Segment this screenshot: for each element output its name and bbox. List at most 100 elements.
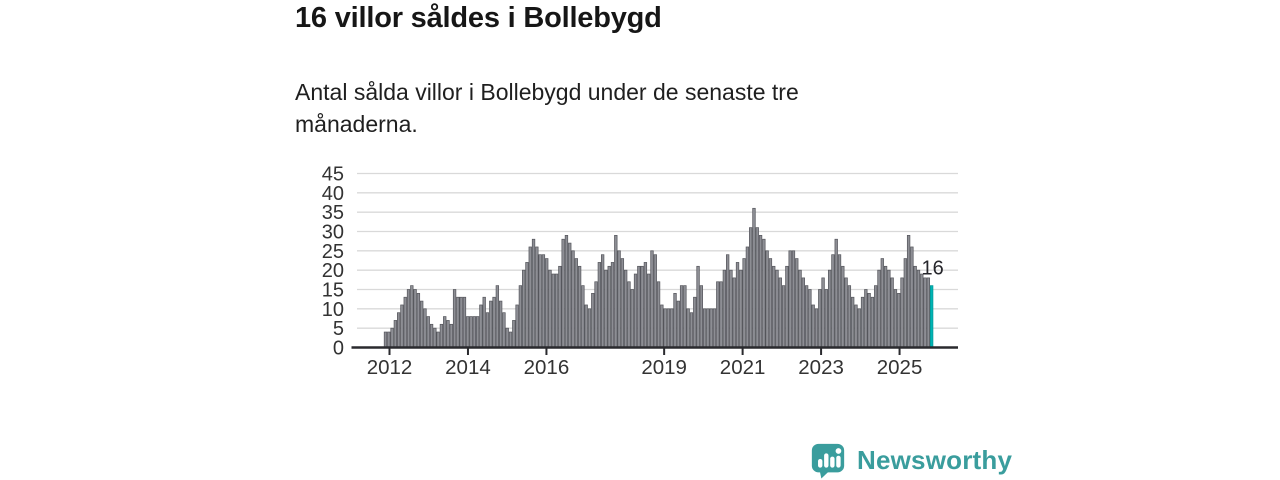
- bar: [693, 296, 697, 348]
- bar: [663, 308, 667, 348]
- bar: [923, 277, 927, 348]
- bar: [568, 242, 572, 348]
- bar: [571, 250, 575, 348]
- y-axis-label: 30: [322, 221, 344, 243]
- bar: [423, 308, 427, 348]
- bar: [627, 281, 631, 348]
- bar: [469, 316, 473, 348]
- bar: [686, 308, 690, 348]
- bar: [597, 262, 601, 348]
- bar: [772, 265, 776, 348]
- logo-bars: [818, 448, 842, 468]
- bar: [558, 265, 562, 348]
- bar: [614, 235, 618, 348]
- bar: [647, 273, 651, 348]
- bar: [564, 235, 569, 348]
- bar: [847, 285, 852, 348]
- y-axis-label: 45: [322, 163, 344, 185]
- bar: [745, 246, 750, 348]
- bar: [758, 235, 763, 348]
- bar: [551, 273, 555, 348]
- bar: [584, 304, 588, 348]
- x-axis-label: 2014: [445, 356, 491, 379]
- bar: [633, 273, 638, 348]
- bar: [874, 285, 878, 348]
- bar: [841, 265, 845, 348]
- bar: [676, 300, 680, 348]
- bar: [818, 289, 822, 348]
- bar: [624, 269, 628, 348]
- bar: [893, 289, 898, 348]
- bar: [811, 304, 815, 348]
- bar: [522, 269, 526, 348]
- y-axis-label: 40: [322, 183, 344, 205]
- bar: [462, 296, 467, 348]
- bar: [403, 296, 407, 348]
- bar: [528, 246, 532, 348]
- bar: [433, 327, 437, 348]
- bar: [640, 265, 644, 348]
- bar: [867, 293, 871, 348]
- bar: [436, 331, 440, 348]
- bar: [604, 269, 608, 348]
- bar: [620, 258, 625, 348]
- y-axis-label: 5: [333, 318, 344, 340]
- bar: [617, 250, 621, 348]
- bar: [679, 285, 684, 348]
- bar: [913, 265, 917, 348]
- bar: [808, 289, 812, 348]
- y-axis-label: 20: [322, 260, 344, 282]
- bar: [420, 300, 424, 348]
- bar: [587, 308, 592, 348]
- bar: [439, 323, 444, 348]
- bar: [482, 296, 486, 348]
- bar: [735, 262, 740, 348]
- bar: [541, 254, 546, 348]
- bar: [472, 316, 476, 348]
- bar: [726, 254, 730, 348]
- bar: [561, 238, 565, 348]
- newsworthy-branding[interactable]: Newsworthy: [809, 441, 1012, 479]
- bar: [834, 238, 838, 348]
- bar: [577, 265, 582, 348]
- bar: [788, 250, 792, 348]
- bar: [518, 285, 523, 348]
- x-axis-label: 2016: [524, 356, 570, 379]
- x-axis-label: 2023: [798, 356, 844, 379]
- bar: [775, 269, 779, 348]
- bar: [844, 277, 848, 348]
- bar: [656, 281, 661, 348]
- bar-value-label: 16: [922, 258, 944, 280]
- bar: [653, 254, 657, 348]
- bar: [755, 227, 759, 348]
- bar: [397, 312, 401, 348]
- highlighted-bar: [929, 285, 934, 348]
- bar: [795, 258, 799, 348]
- bar: [505, 327, 509, 348]
- bar: [495, 285, 500, 348]
- bar: [706, 308, 710, 348]
- bar: [887, 269, 891, 348]
- bar: [804, 285, 809, 348]
- chart-subtitle: Antal sålda villor i Bollebygd under de …: [295, 79, 799, 137]
- bar: [525, 262, 529, 348]
- bar: [722, 269, 727, 348]
- bar: [607, 265, 611, 348]
- bar: [429, 323, 434, 348]
- bar: [535, 246, 539, 348]
- bar: [502, 312, 506, 348]
- bar: [610, 262, 615, 348]
- bar: [854, 304, 858, 348]
- bar: [574, 258, 578, 348]
- bar: [383, 331, 388, 348]
- bar: [643, 262, 648, 348]
- bar: [515, 304, 519, 348]
- bar: [768, 258, 773, 348]
- bar: [689, 312, 694, 348]
- bar: [531, 238, 536, 348]
- bar: [827, 269, 832, 348]
- bar: [413, 289, 417, 348]
- bar: [877, 269, 881, 348]
